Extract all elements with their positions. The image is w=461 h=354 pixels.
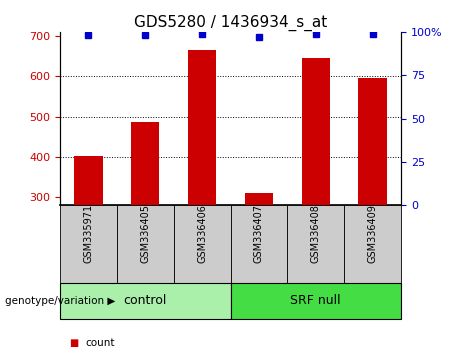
Bar bbox=[188, 50, 216, 205]
Bar bbox=[358, 78, 387, 205]
Bar bbox=[301, 58, 330, 205]
Text: count: count bbox=[85, 338, 115, 348]
Title: GDS5280 / 1436934_s_at: GDS5280 / 1436934_s_at bbox=[134, 14, 327, 30]
Text: SRF null: SRF null bbox=[290, 295, 341, 307]
Text: ■: ■ bbox=[69, 338, 78, 348]
Text: GSM336408: GSM336408 bbox=[311, 204, 321, 263]
Bar bbox=[245, 193, 273, 205]
Text: GSM336409: GSM336409 bbox=[367, 204, 378, 263]
Bar bbox=[131, 122, 160, 205]
Text: genotype/variation ▶: genotype/variation ▶ bbox=[5, 296, 115, 306]
Text: GSM336407: GSM336407 bbox=[254, 204, 264, 263]
Text: control: control bbox=[124, 295, 167, 307]
Text: GSM336405: GSM336405 bbox=[140, 204, 150, 263]
Text: GSM335971: GSM335971 bbox=[83, 204, 94, 263]
Text: GSM336406: GSM336406 bbox=[197, 204, 207, 263]
Bar bbox=[74, 156, 102, 205]
